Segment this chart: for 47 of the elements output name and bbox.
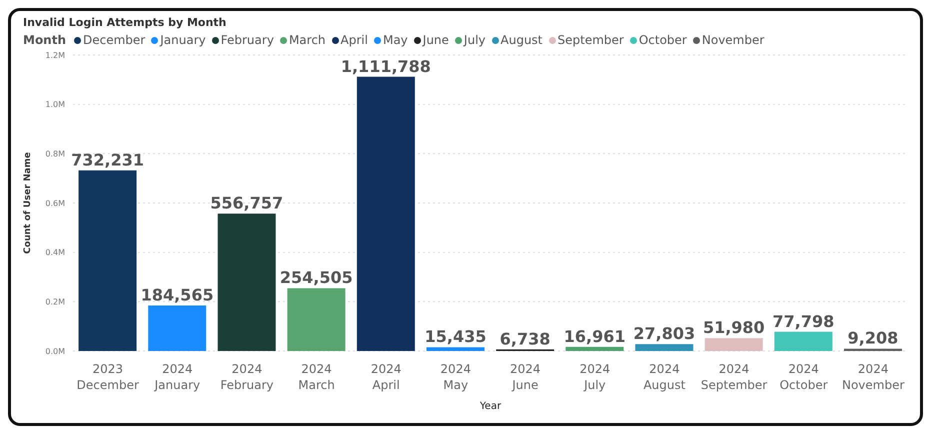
legend-label: August <box>500 33 543 47</box>
legend-title: Month <box>23 33 66 47</box>
legend-label: May <box>382 33 408 47</box>
legend-label: April <box>340 33 368 47</box>
legend-label: February <box>220 33 274 47</box>
y-tick-label: 0.8M <box>45 150 66 159</box>
legend-label: November <box>700 33 764 47</box>
data-label: 77,798 <box>772 312 834 331</box>
data-label: 254,505 <box>280 268 353 288</box>
y-axis-title: Count of User Name <box>23 152 34 254</box>
data-label: 9,208 <box>848 328 898 348</box>
y-tick-label: 0.0M <box>45 346 66 356</box>
y-tick-label: 1.0M <box>45 100 66 110</box>
legend-label: September <box>556 33 624 47</box>
y-tick-label: 0.6M <box>45 198 66 208</box>
data-label: 15,435 <box>424 327 486 346</box>
legend-label: December <box>82 33 146 47</box>
data-label: 732,231 <box>71 150 144 170</box>
data-label: 51,980 <box>702 318 765 338</box>
data-label: 27,803 <box>633 324 696 344</box>
x-tick-label: 2024 April <box>370 362 402 392</box>
y-tick-label: 0.4M <box>45 248 66 258</box>
x-tick-label: 2024 October <box>780 362 828 392</box>
x-tick-label: 2024 November <box>842 362 904 392</box>
x-tick-label: 2024 June <box>510 362 541 392</box>
x-tick-label: 2023 December <box>76 362 139 392</box>
x-tick-label: 2024 May <box>440 362 471 392</box>
x-tick-label: 2024 January <box>154 362 200 392</box>
y-tick-label: 1.2M <box>45 50 66 60</box>
chart-title: Invalid Login Attempts by Month <box>22 15 228 29</box>
x-tick-label: 2024 September <box>700 362 768 392</box>
data-label: 16,961 <box>564 326 626 346</box>
legend-label: July <box>462 33 486 47</box>
legend-label: March <box>288 33 326 47</box>
x-tick-label: 2024 July <box>580 362 610 392</box>
x-tick-label: 2024 March <box>298 362 335 392</box>
data-label: 184,565 <box>140 285 214 304</box>
data-label: 6,738 <box>500 329 550 348</box>
x-axis-title: Year <box>478 401 502 412</box>
x-tick-label: 2024 February <box>220 362 274 392</box>
y-tick-label: 0.2M <box>45 298 66 307</box>
data-label: 556,757 <box>210 194 284 213</box>
legend-label: October <box>638 33 687 47</box>
data-label: 1,111,788 <box>340 56 431 76</box>
legend-label: June <box>421 33 449 47</box>
legend-label: January <box>158 33 206 47</box>
x-tick-label: 2024 August <box>643 362 686 392</box>
